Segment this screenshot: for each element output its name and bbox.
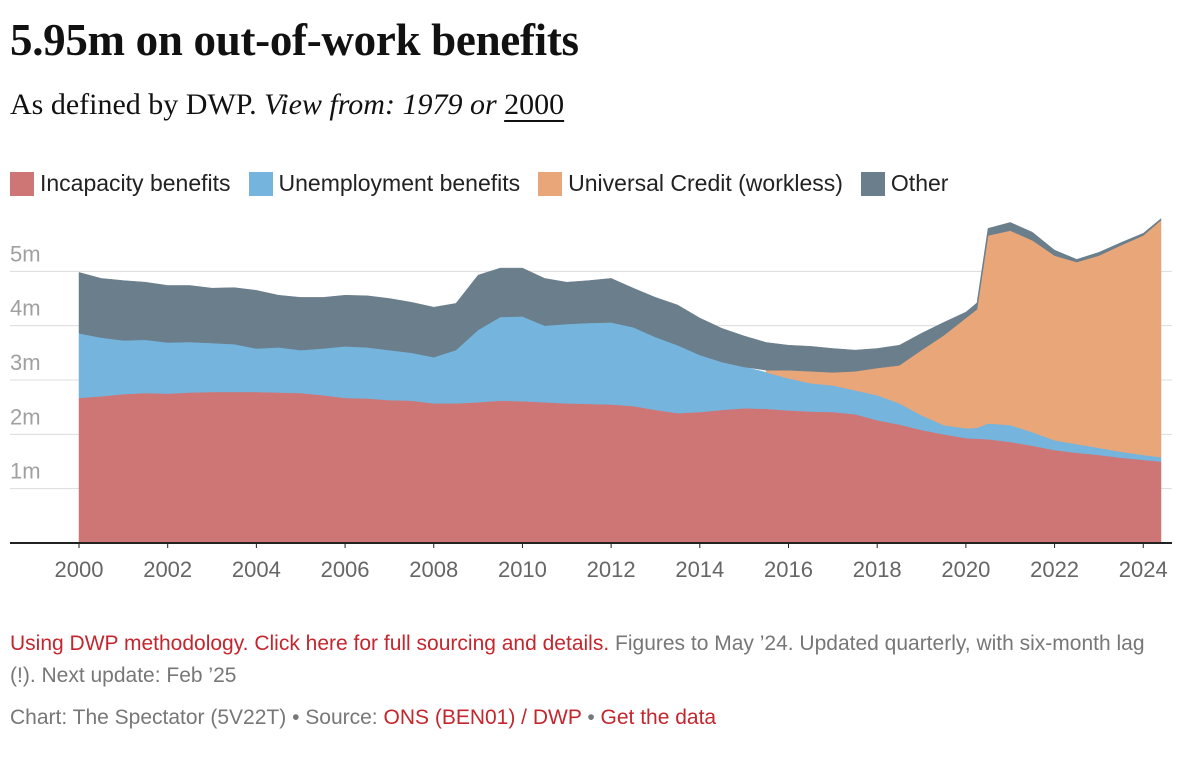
x-tick-label: 2016 [764,557,813,582]
credit: Chart: The Spectator (5V22T) • Source: [10,706,378,729]
source-link[interactable]: ONS (BEN01) / DWP [383,706,582,729]
x-tick-label: 2014 [675,557,724,582]
y-tick-label: 4m [10,296,41,321]
legend-swatch [10,171,34,196]
legend-label: Unemployment benefits [278,170,521,196]
legend-swatch [860,171,885,196]
y-tick-label: 1m [10,459,41,484]
update-note: Figures to May ’24. Updated quarterly, w… [10,632,1145,687]
legend-item: Other [860,170,949,197]
x-tick-label: 2022 [1030,557,1079,582]
data-link[interactable]: Get the data [600,706,717,729]
separator: • [587,706,595,729]
x-tick-label: 2002 [143,557,192,582]
y-tick-label: 5m [10,241,41,266]
legend-label: Universal Credit (workless) [568,170,843,196]
view-option[interactable]: 2000 [504,88,565,121]
footer-note: Using DWP methodology. Click here for fu… [10,628,1170,692]
y-tick-label: 2m [10,404,41,429]
x-tick-label: 2004 [232,557,281,582]
x-tick-label: 2010 [498,557,547,582]
x-tick-label: 2018 [853,557,902,582]
view-from-label: View from: [264,88,395,121]
x-tick-label: 2006 [321,557,370,582]
footer-credit: Chart: The Spectator (5V22T) • Source: O… [10,702,1170,734]
x-tick-label: 2024 [1119,557,1168,582]
legend-label: Incapacity benefits [40,170,231,196]
legend: Incapacity benefits Unemployment benefits… [10,170,948,197]
chart: 1m 2m 3m 4m 5m 2000 2002 2004 2006 2008 2010 2012 20… [10,218,1172,582]
legend-item: Unemployment benefits [248,170,521,197]
legend-swatch [248,171,273,196]
sourcing-link[interactable]: Using DWP methodology. Click here for fu… [10,632,610,655]
x-tick-label: 2008 [409,557,458,582]
legend-item: Incapacity benefits [10,170,231,197]
subtitle-text: As defined by DWP. [10,88,257,121]
y-tick-label: 3m [10,350,41,375]
legend-swatch [538,171,563,196]
area [78,218,1162,373]
chart-title: 5.95m on out-of-work benefits [10,15,579,65]
x-tick-label: 2000 [55,557,104,582]
subtitle-or: or [469,88,497,121]
x-tick-label: 2020 [941,557,990,582]
legend-label: Other [890,170,949,196]
legend-item: Universal Credit (workless) [538,170,843,197]
view-option[interactable]: 1979 [402,88,463,121]
footer: Using DWP methodology. Click here for fu… [10,628,1170,744]
x-tick-label: 2012 [587,557,636,582]
chart-subtitle: As defined by DWP. View from: 1979 or 20… [10,88,564,122]
